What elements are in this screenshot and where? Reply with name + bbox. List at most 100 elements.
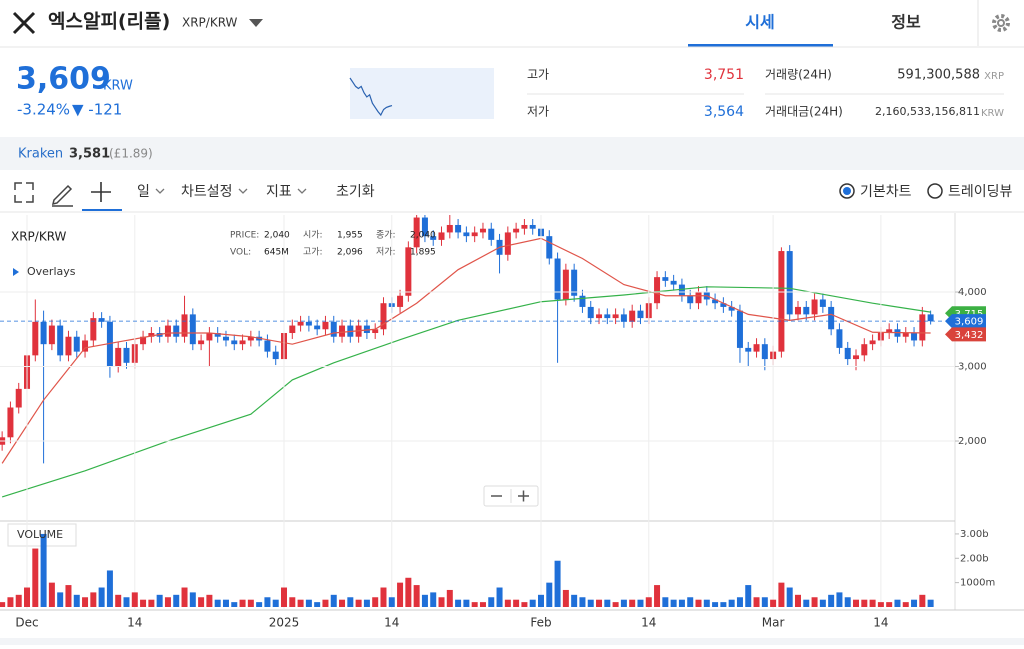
volume-bar	[537, 594, 544, 607]
y-tick-label: 3,000	[958, 362, 987, 373]
volume-bar	[703, 599, 710, 607]
radio[interactable]	[839, 183, 855, 199]
candle-body	[604, 314, 611, 319]
candle-body	[513, 228, 520, 233]
radio[interactable]	[927, 183, 943, 199]
candle-body	[504, 232, 511, 255]
candle-body	[297, 321, 304, 326]
volume-bar	[164, 597, 171, 607]
price-tag-label: 3,432	[955, 330, 984, 341]
volume-bar	[239, 599, 246, 607]
volume-bar	[712, 602, 719, 607]
volume-bar	[339, 599, 346, 607]
tab[interactable]: 정보	[891, 13, 921, 32]
volume-bar	[140, 599, 147, 607]
candle-body	[811, 299, 818, 315]
candle-body	[670, 280, 677, 285]
candle-body	[363, 325, 370, 334]
volume-bar	[40, 533, 47, 607]
volume-bar	[206, 594, 213, 607]
candle-body	[314, 325, 321, 330]
change: ▼ -121	[72, 101, 122, 119]
volume-bar	[82, 597, 89, 607]
exchange-name[interactable]: Kraken	[18, 147, 63, 162]
tab[interactable]: 시세	[745, 13, 774, 32]
volume-bar	[604, 599, 611, 607]
overlay-toggle[interactable]	[13, 268, 19, 276]
candle-body	[239, 340, 246, 345]
logo	[12, 11, 36, 35]
volume-bar	[479, 602, 486, 607]
candle-body	[380, 303, 387, 330]
moving-average	[1, 286, 931, 498]
candle-body	[794, 306, 801, 315]
candle-body	[761, 344, 768, 360]
volume-bar	[521, 602, 528, 607]
volume-bar	[811, 597, 818, 607]
volume-bar	[7, 597, 14, 607]
stat-label: 거래대금(24H)	[765, 105, 843, 119]
volume-bar	[32, 548, 39, 607]
candle-body	[140, 336, 147, 345]
volume-bar	[836, 592, 843, 607]
volume-bar	[645, 597, 652, 607]
candle-body	[712, 299, 719, 304]
settings[interactable]	[992, 14, 1010, 32]
exchange-price: 3,581	[69, 147, 110, 162]
x-tick-label: Feb	[530, 616, 551, 630]
candle-body	[372, 329, 379, 334]
fullscreen-icon[interactable]	[14, 182, 34, 203]
candle-body	[98, 318, 105, 322]
y2-tick-label: 3.00b	[960, 529, 989, 540]
volume-bar	[15, 594, 22, 607]
volume-bar	[678, 599, 685, 607]
dropdown[interactable]	[249, 19, 263, 27]
volume-bar	[546, 582, 553, 607]
volume-bar	[222, 599, 229, 607]
crosshair-icon[interactable]	[91, 182, 111, 202]
candle-body	[488, 228, 495, 240]
volume-bar	[0, 602, 6, 607]
moving-average	[1, 237, 931, 464]
candle-body	[579, 295, 586, 307]
volume-bar	[247, 599, 254, 607]
candle-body	[397, 295, 404, 307]
volume-bar	[189, 592, 196, 607]
candle-body	[463, 232, 470, 237]
volume-bar	[57, 592, 64, 607]
candle-body	[728, 306, 735, 311]
info-label: 종가:	[376, 230, 396, 241]
volume-bar	[106, 570, 113, 607]
volume-bar	[894, 599, 901, 607]
volume-bar	[156, 594, 163, 607]
candle-body	[736, 310, 743, 348]
x-tick-label: Mar	[762, 616, 785, 630]
volume-bar	[372, 597, 379, 607]
toolbar-item[interactable]: 차트설정	[181, 184, 233, 200]
volume-bar	[421, 594, 428, 607]
info-value: 645M	[264, 248, 289, 258]
toolbar-item[interactable]: 지표	[266, 184, 292, 200]
toolbar-item[interactable]: 초기화	[336, 184, 375, 200]
zoom-in[interactable]	[518, 490, 529, 502]
info-value: 1,955	[337, 231, 363, 241]
volume-bar	[778, 582, 785, 607]
candle-body	[32, 321, 39, 356]
candle-body	[214, 333, 221, 337]
volume-bar	[380, 587, 387, 607]
info-label: VOL:	[230, 248, 251, 258]
stat-value: 591,300,588	[897, 68, 980, 83]
info-value: 2,040	[410, 231, 436, 241]
volume-bar	[579, 597, 586, 607]
candle-body	[687, 295, 694, 304]
y-tick-label: 4,000	[958, 287, 987, 298]
draw-icon[interactable]	[51, 184, 73, 207]
volume-bar	[131, 592, 138, 607]
toolbar-item[interactable]: 일	[137, 184, 150, 200]
candle-body	[272, 351, 279, 360]
y-tick-label: 2,000	[958, 436, 987, 447]
chevron	[238, 188, 248, 194]
volume-bar	[886, 602, 893, 607]
volume-bar	[927, 599, 934, 607]
volume-bar	[90, 592, 97, 607]
